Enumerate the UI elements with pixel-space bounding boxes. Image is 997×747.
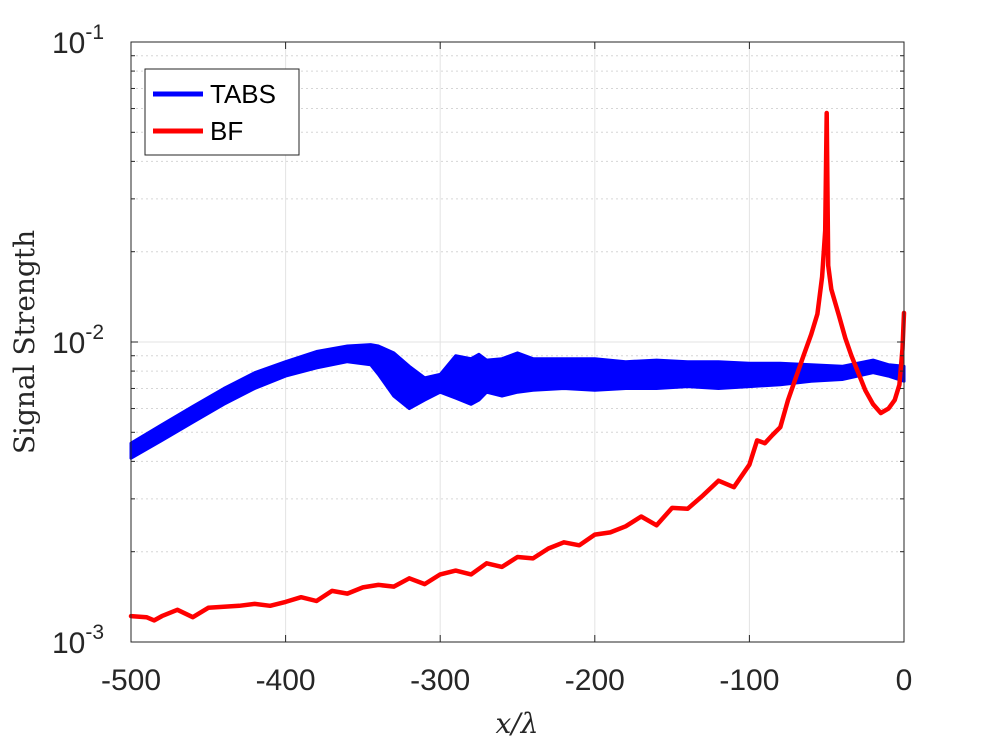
y-tick-label: 10-3 [52,621,104,660]
x-tick-label: -100 [719,664,779,697]
legend-label-tabs: TABS [210,79,276,109]
series-line-bf [128,110,907,623]
legend-label-bf: BF [210,116,243,146]
y-tick-label: 10-1 [52,21,104,60]
x-tick-label: -500 [101,664,161,697]
x-axis-label: x/λ [496,707,539,740]
y-axis-label: Signal Strength [8,230,41,454]
ticks: -500 -400 -300 -200 -100 0 10-3 10-2 10-1 [52,21,912,697]
x-tick-label: -200 [565,664,625,697]
legend-box [144,68,300,156]
x-tick-label: -300 [410,664,470,697]
x-tick-label: 0 [896,664,913,697]
y-tick-label: 10-2 [52,321,104,360]
x-tick-label: -400 [256,664,316,697]
legend: TABS BF [144,68,300,156]
